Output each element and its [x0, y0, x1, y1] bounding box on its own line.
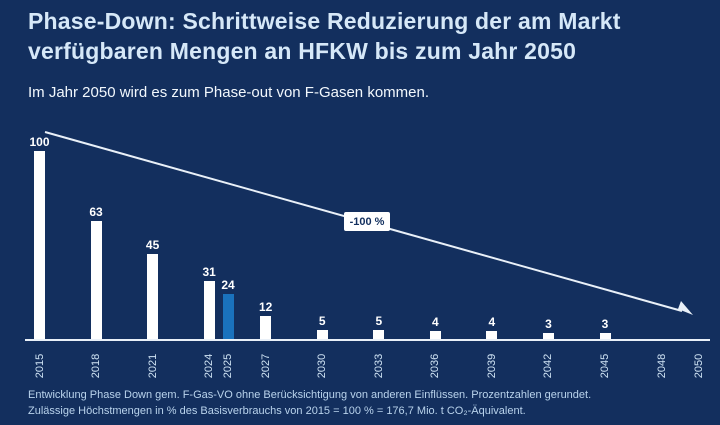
- x-axis-tick-label-2033: 2033: [372, 353, 385, 379]
- x-axis-tick-label-2039: 2039: [485, 353, 498, 379]
- bar-2039: [486, 331, 498, 339]
- bar-2033: [373, 329, 385, 339]
- bar-value-label-2024: 31: [202, 264, 216, 279]
- footnote-line-1: Entwicklung Phase Down gem. F-Gas-VO ohn…: [28, 389, 592, 401]
- bar-value-label-2039: 4: [488, 315, 496, 330]
- phase-down-chart: 100 2015 63 2018 45 2021 31 2024 24 2025 12 2027 5 20…: [0, 125, 720, 385]
- footnote-line-2: Zulässige Höchstmengen in % des Basisver…: [28, 405, 526, 417]
- trend-arrow-down-icon: [44, 131, 693, 315]
- bar-2027: [260, 316, 272, 339]
- bar-value-label-2027: 12: [259, 300, 273, 315]
- x-axis-tick-label-2030: 2030: [316, 353, 329, 379]
- bar-2030: [316, 329, 328, 339]
- x-axis-tick-label-2027: 2027: [259, 353, 272, 379]
- page-title: Phase-Down: Schrittweise Reduzierung der…: [28, 8, 621, 64]
- bar-2024: [203, 280, 215, 339]
- bar-value-label-2025: 24: [221, 277, 235, 292]
- trend-annotation-badge: -100 %: [344, 212, 390, 231]
- bar-2018: [90, 220, 102, 339]
- x-axis-tick-label-2048: 2048: [655, 353, 668, 379]
- x-axis-tick-label-2042: 2042: [542, 353, 555, 379]
- bar-2015: [34, 151, 45, 339]
- bar-value-label-2015: 100: [29, 135, 50, 149]
- x-axis-tick-label-2050: 2050: [693, 353, 706, 379]
- x-axis-tick-label-2018: 2018: [90, 353, 103, 379]
- bar-value-label-2042: 3: [545, 317, 552, 332]
- bar-value-label-2030: 5: [318, 313, 326, 328]
- bar-2036: [429, 331, 441, 339]
- bar-2045: [599, 333, 611, 339]
- bar-value-label-2033: 5: [375, 313, 383, 328]
- trend-annotation-label: -100 %: [349, 215, 385, 228]
- x-axis-tick-label-2025: 2025: [222, 353, 234, 379]
- x-axis-tick-label-2045: 2045: [599, 353, 611, 379]
- bar-value-label-2036: 4: [432, 315, 439, 330]
- bar-2021: [147, 254, 159, 339]
- x-axis-tick-label-2021: 2021: [146, 353, 159, 379]
- footnote: Entwicklung Phase Down gem. F-Gas-VO ohn…: [28, 387, 591, 419]
- bar-value-label-2021: 45: [145, 238, 160, 253]
- bar-value-label-2018: 63: [89, 204, 103, 219]
- x-axis-line: [25, 339, 710, 341]
- bar-value-label-2045: 3: [601, 317, 609, 332]
- x-axis-tick-label-2015: 2015: [33, 353, 46, 379]
- bar-2025: [222, 293, 234, 339]
- subtitle: Im Jahr 2050 wird es zum Phase-out von F…: [28, 84, 430, 101]
- x-axis-tick-label-2036: 2036: [429, 353, 442, 379]
- x-axis-tick-label-2024: 2024: [203, 353, 216, 379]
- bar-2042: [542, 333, 554, 339]
